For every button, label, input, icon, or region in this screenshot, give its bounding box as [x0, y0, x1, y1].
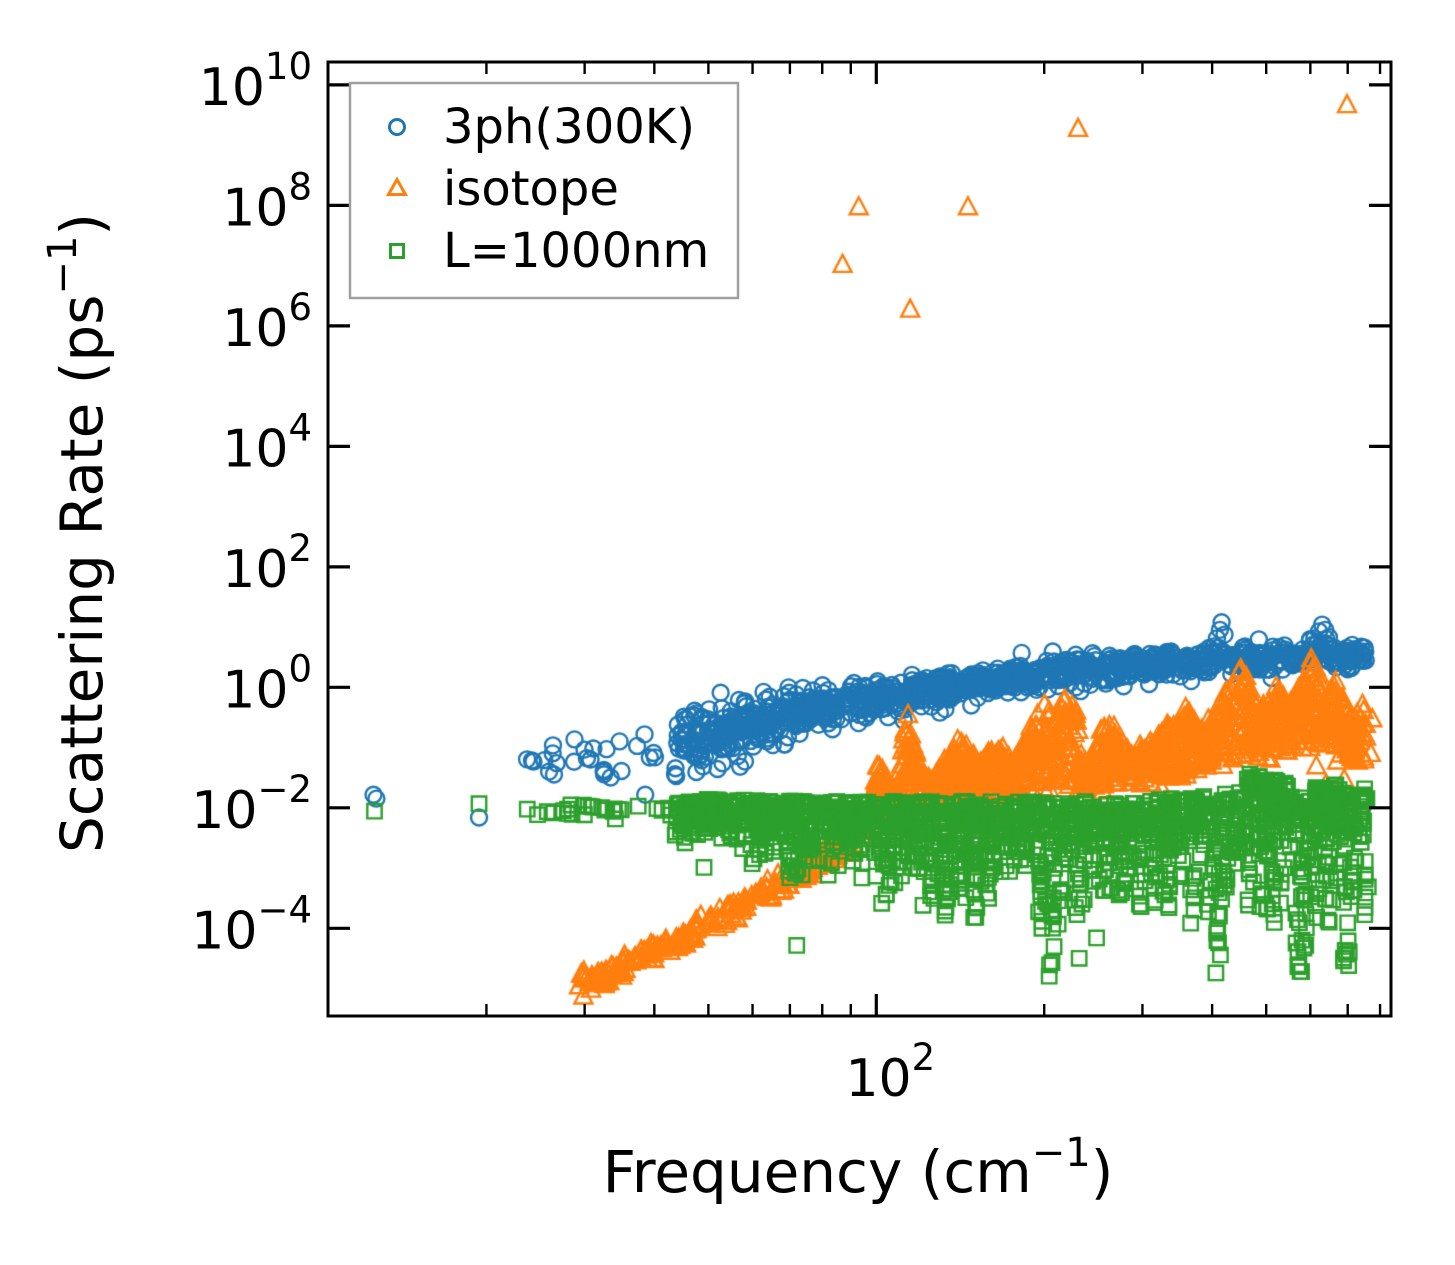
square-marker-icon	[389, 243, 405, 259]
triangle-marker-icon	[385, 176, 409, 196]
plot-border	[326, 60, 1393, 1018]
y-tick-label: 102	[222, 527, 312, 600]
legend: 3ph(300K) isotope L=1000nm	[348, 81, 740, 300]
legend-label: isotope	[443, 161, 619, 217]
legend-entry-isotope: isotope	[385, 161, 619, 217]
y-tick-label: 108	[222, 165, 312, 238]
y-axis-label: Scattering Rate (ps−1)	[40, 213, 116, 853]
x-axis-label: Frequency (cm−1)	[603, 1130, 1114, 1206]
y-tick-label: 10−2	[191, 768, 312, 841]
y-tick-label: 1010	[199, 45, 312, 118]
y-tick-label: 100	[222, 647, 312, 720]
y-tick-labels: 1010 108 106 104 102 100 10−2 10−4	[191, 45, 312, 961]
x-tick-label: 102	[845, 1036, 935, 1109]
circle-marker-icon	[388, 118, 406, 136]
legend-entry-3ph: 3ph(300K)	[388, 99, 695, 155]
y-tick-label: 10−4	[191, 888, 312, 961]
legend-label: 3ph(300K)	[443, 99, 695, 155]
y-tick-label: 106	[222, 286, 312, 359]
tick-marks	[328, 62, 1391, 1016]
legend-label: L=1000nm	[443, 223, 709, 279]
y-tick-label: 104	[222, 406, 312, 479]
legend-box	[348, 81, 740, 300]
x-tick-labels: 102	[845, 1036, 935, 1109]
legend-entry-L1000nm: L=1000nm	[389, 223, 709, 279]
axes: 102 1010 108 106 104 102 100 10−2 10−4 Frequenc…	[40, 45, 1393, 1206]
